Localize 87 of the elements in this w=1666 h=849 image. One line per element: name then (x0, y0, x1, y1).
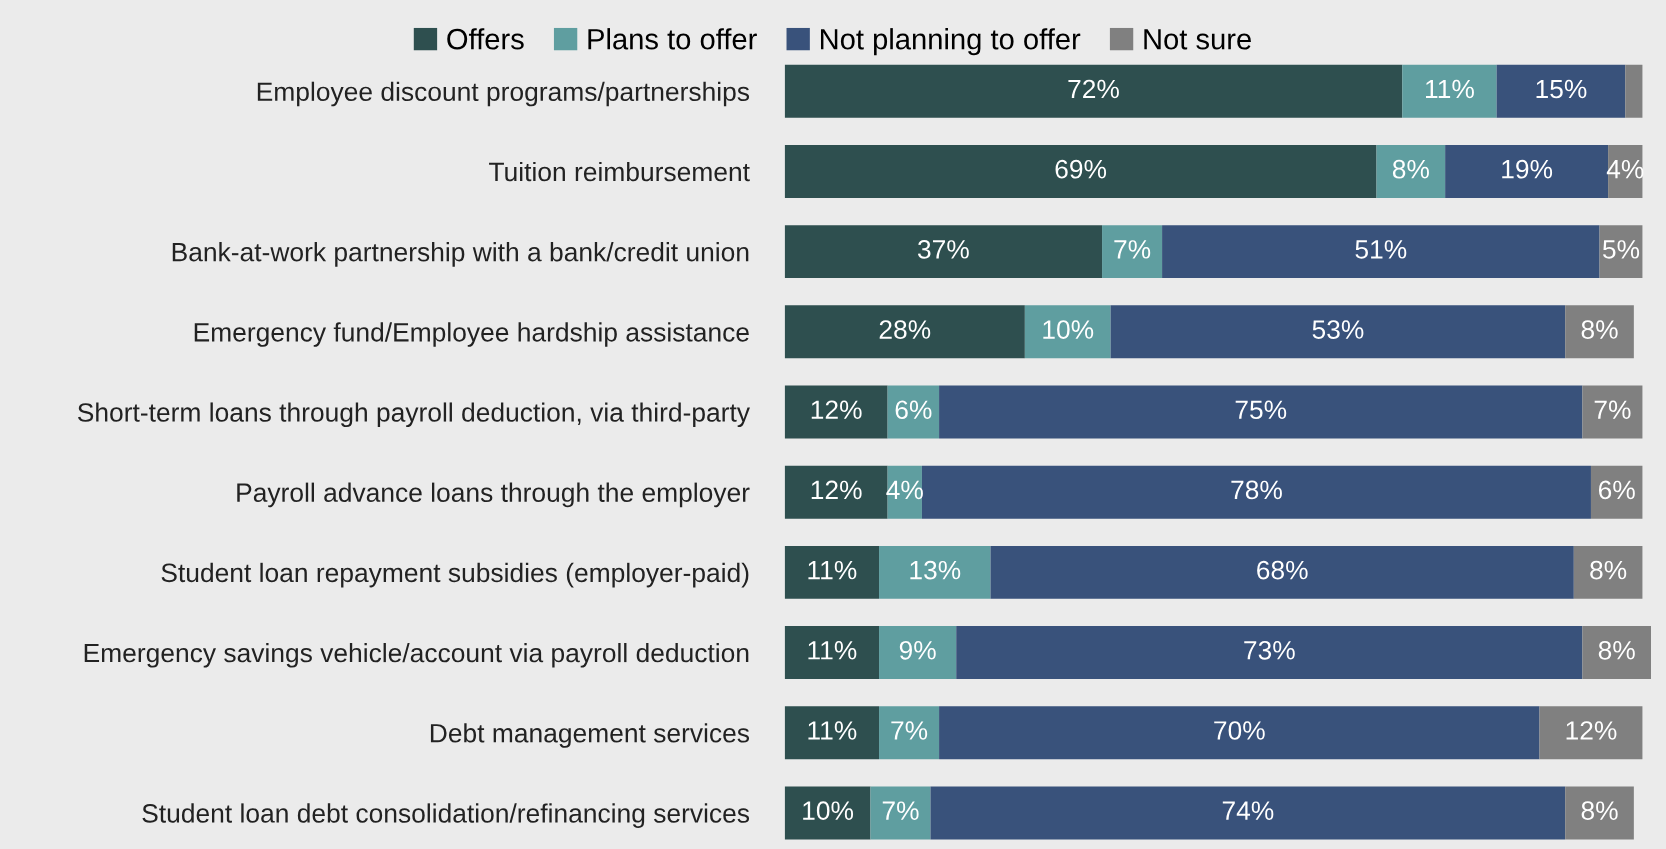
legend-label: Not sure (1144, 29, 1251, 50)
data-label: 11% (808, 641, 857, 660)
y-tick-label: Student loan debt consolidation/refinancing services (142, 803, 750, 828)
data-label: 69% (1055, 159, 1107, 179)
data-label: 11% (1426, 79, 1474, 99)
y-tick-label: Payroll advance loans through the employer (237, 482, 750, 508)
y-tick-label: Tuition reimbursement (489, 161, 750, 182)
bar (784, 64, 1403, 118)
data-label: 13% (910, 560, 961, 580)
bar (1110, 305, 1566, 359)
bar (784, 305, 1025, 359)
data-label: 10% (803, 801, 854, 820)
y-tick-label: Bank-at-work partnership with a bank/credit union (172, 242, 749, 267)
data-label: 7% (891, 721, 928, 740)
bar (879, 545, 991, 599)
y-tick-label: Student loan repayment subsidies (employer-paid) (161, 562, 749, 588)
bar (939, 385, 1583, 439)
bar (1102, 225, 1163, 279)
bar (990, 545, 1574, 599)
data-label: 8% (1590, 560, 1627, 580)
bar (1496, 64, 1626, 118)
bar (930, 786, 1566, 840)
data-label: 37% (917, 240, 969, 259)
data-label: 72% (1068, 79, 1119, 99)
bar (879, 706, 940, 760)
bar (784, 225, 1103, 279)
legend-label: Not planning to offer (820, 28, 1081, 56)
data-label: 68% (1257, 560, 1308, 580)
bar (784, 465, 888, 519)
data-label: 15% (1536, 79, 1587, 99)
bar (784, 626, 880, 680)
data-label: 7% (882, 801, 919, 820)
data-label: 12% (811, 480, 862, 500)
bar (1590, 465, 1643, 519)
bar (1573, 545, 1643, 599)
data-label: 8% (1598, 640, 1635, 660)
y-tick-label: Employee discount programs/partnerships (257, 81, 750, 107)
data-label: 6% (895, 400, 932, 420)
bar (956, 626, 1583, 680)
y-tick-label: Emergency fund/Employee hardship assistance (194, 322, 749, 347)
bar (1024, 305, 1111, 359)
data-label: 12% (811, 400, 862, 419)
data-label: 7% (1114, 240, 1151, 259)
y-tick-label: Emergency savings vehicle/account via payroll deduction (84, 642, 749, 668)
bar (879, 626, 957, 680)
data-label: 10% (1043, 320, 1094, 339)
data-label: 75% (1235, 400, 1287, 420)
bar (1539, 706, 1643, 760)
data-label: 8% (1581, 801, 1618, 820)
bar (784, 706, 880, 760)
bar (1625, 64, 1643, 118)
data-label: 53% (1312, 320, 1364, 339)
legend-label: Offers (447, 28, 524, 50)
data-label: 11% (808, 560, 857, 580)
bar (1162, 225, 1600, 279)
data-label: 5% (1602, 240, 1640, 259)
bar (1582, 626, 1652, 680)
data-label: 28% (879, 320, 931, 339)
data-label: 4% (886, 480, 923, 500)
data-label: 78% (1231, 480, 1282, 500)
data-label: 8% (1392, 159, 1429, 179)
data-label: 51% (1355, 240, 1407, 259)
bar (784, 385, 888, 439)
data-label: 73% (1244, 640, 1295, 660)
data-label: 8% (1581, 320, 1618, 339)
data-label: 12% (1566, 721, 1617, 740)
data-label: 6% (1598, 480, 1635, 500)
bar (1565, 786, 1634, 840)
bar (1582, 385, 1643, 439)
data-label: 19% (1502, 159, 1553, 179)
bar (921, 465, 1591, 519)
data-label: 7% (1594, 400, 1631, 419)
bar (784, 144, 1377, 198)
bar (784, 545, 880, 599)
data-label: 9% (899, 640, 936, 660)
bar (939, 706, 1540, 760)
data-label: 11% (808, 721, 857, 740)
legend-label: Plans to offer (588, 28, 757, 50)
bar (784, 786, 871, 840)
bar (1565, 305, 1634, 359)
y-tick-label: Debt management services (430, 723, 750, 748)
bar (1402, 64, 1497, 118)
bar (870, 786, 931, 840)
data-label: 74% (1222, 801, 1274, 820)
data-label: 70% (1214, 721, 1265, 740)
bar (1376, 144, 1446, 198)
y-tick-label: Short-term loans through payroll deduction, via third-party (77, 402, 750, 428)
